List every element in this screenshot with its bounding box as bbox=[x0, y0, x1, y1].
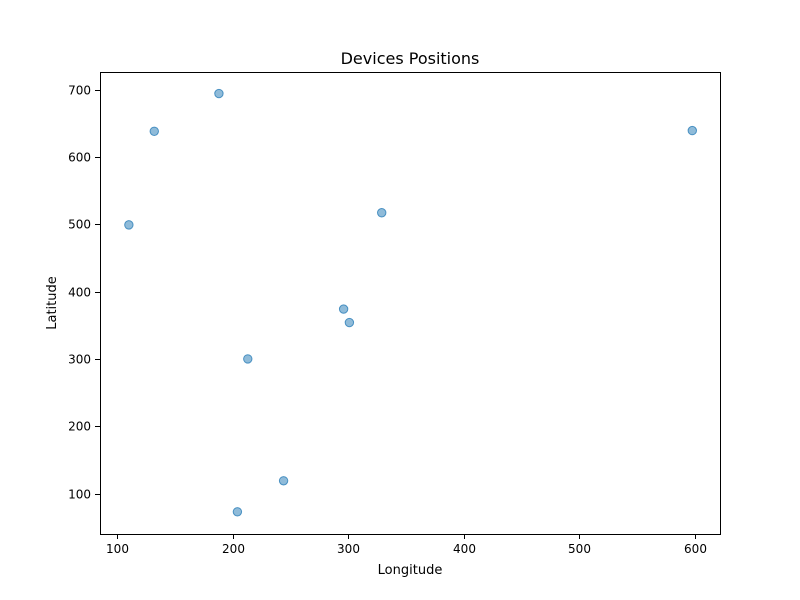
y-tick-label: 100 bbox=[68, 488, 91, 502]
data-point bbox=[124, 220, 134, 230]
data-point bbox=[278, 476, 289, 486]
data-point bbox=[338, 304, 349, 314]
chart-title: Devices Positions bbox=[341, 49, 480, 68]
y-axis-label: Latitude bbox=[45, 276, 60, 330]
x-tick-label: 200 bbox=[222, 542, 245, 556]
y-tick-label: 500 bbox=[68, 218, 91, 232]
x-tick-label: 100 bbox=[106, 542, 129, 556]
data-point bbox=[344, 317, 355, 328]
y-tick-label: 600 bbox=[68, 151, 91, 165]
data-point bbox=[232, 507, 243, 517]
data-point bbox=[243, 354, 253, 364]
y-tick-label: 700 bbox=[68, 84, 91, 98]
data-point bbox=[149, 126, 159, 136]
y-tick-label: 300 bbox=[68, 353, 91, 367]
x-tick-label: 400 bbox=[453, 542, 476, 556]
plot-area bbox=[100, 72, 721, 535]
x-axis: 100 200 300 400 500 600 bbox=[106, 534, 707, 556]
y-tick-label: 400 bbox=[68, 286, 91, 300]
data-point bbox=[214, 88, 224, 99]
data-point bbox=[687, 125, 697, 136]
data-points bbox=[124, 88, 697, 517]
y-tick-label: 200 bbox=[68, 420, 91, 434]
data-point bbox=[377, 208, 387, 218]
x-tick-label: 600 bbox=[684, 542, 707, 556]
y-axis: 100 200 300 400 500 600 700 bbox=[68, 84, 100, 502]
x-axis-label: Longitude bbox=[378, 563, 443, 578]
x-tick-label: 500 bbox=[568, 542, 591, 556]
x-tick-label: 300 bbox=[337, 542, 360, 556]
